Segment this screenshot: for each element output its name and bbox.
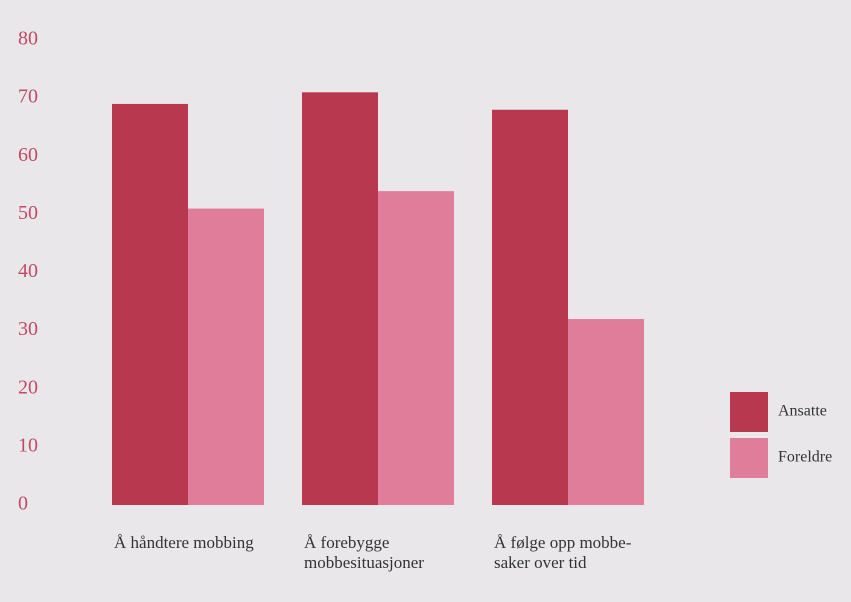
legend-label: Ansatte (778, 403, 827, 420)
legend-swatch (730, 438, 768, 478)
bar (568, 319, 644, 505)
y-tick-label: 30 (18, 318, 38, 340)
legend-swatch (730, 392, 768, 432)
y-tick-label: 60 (18, 144, 38, 166)
bar (302, 92, 378, 505)
x-tick-label: Å håndtere mobbing (114, 533, 254, 552)
y-tick-label: 0 (18, 493, 28, 515)
bar (378, 191, 454, 505)
bar (188, 208, 264, 505)
bar (112, 103, 188, 505)
y-tick-label: 70 (18, 86, 38, 108)
y-tick-label: 80 (18, 28, 38, 50)
legend-label: Foreldre (778, 449, 832, 466)
bar (492, 109, 568, 505)
y-tick-label: 50 (18, 202, 38, 224)
y-tick-label: 20 (18, 376, 38, 398)
y-tick-label: 40 (18, 260, 38, 282)
x-tick-label: Å forebygge mobbesituasjoner (304, 533, 424, 572)
x-tick-label: Å følge opp mobbe-saker over tid (494, 533, 632, 572)
y-tick-label: 10 (18, 434, 38, 456)
